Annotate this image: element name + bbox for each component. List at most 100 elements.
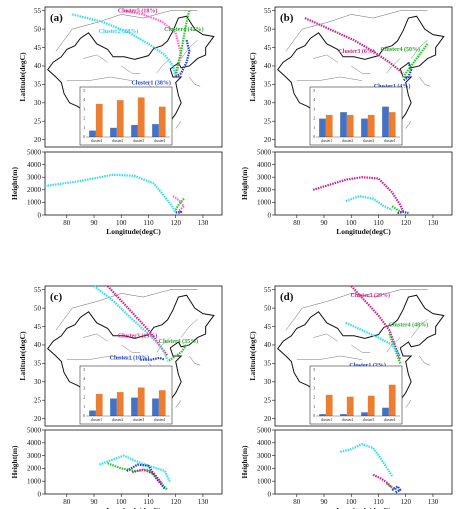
lon-tick-label: 110 bbox=[373, 498, 384, 506]
inset-category-label: cluster4 bbox=[384, 139, 396, 143]
inset-category-label: cluster4 bbox=[91, 139, 103, 143]
inset-bar-orange bbox=[367, 114, 375, 137]
lon-tick-label: 110 bbox=[143, 498, 154, 506]
inset-category-label: cluster3 bbox=[363, 139, 375, 143]
height-trajectory-line bbox=[131, 468, 163, 485]
inset-bar-blue bbox=[89, 130, 96, 137]
neighbor-border bbox=[405, 121, 411, 129]
inset-tick-label: 3 bbox=[313, 386, 315, 390]
height-trajectory-line bbox=[175, 210, 183, 215]
panel-b: 2025303540455055Latitude(degC)(b)Cluster… bbox=[240, 6, 453, 236]
province-border bbox=[351, 65, 371, 74]
inset-tick-label: 3 bbox=[313, 107, 315, 111]
lon-tick-label: 100 bbox=[116, 219, 127, 227]
lon-tick-label: 90 bbox=[91, 498, 99, 506]
height-trajectory-line bbox=[44, 173, 177, 214]
lon-tick-label: 120 bbox=[400, 219, 411, 227]
lat-tick-label: 25 bbox=[34, 397, 42, 405]
height-tick-label: 2000 bbox=[257, 465, 272, 473]
panel-c: 2025303540455055Latitude(degC)(c)Cluster… bbox=[10, 285, 223, 509]
lat-tick-label: 50 bbox=[264, 25, 272, 33]
height-trajectory-line bbox=[107, 462, 169, 491]
trajectory-line bbox=[166, 344, 188, 363]
lat-tick-label: 20 bbox=[34, 136, 42, 144]
height-tick-label: 1000 bbox=[257, 199, 272, 207]
inset-category-label: cluster1 bbox=[321, 418, 333, 422]
cluster-label: Cluster4 (48%) bbox=[389, 322, 429, 329]
lon-tick-label: 120 bbox=[170, 498, 181, 506]
province-border bbox=[180, 319, 198, 338]
trajectory-line bbox=[71, 13, 177, 78]
lat-tick-label: 55 bbox=[34, 7, 42, 15]
xlabel: Longitude(degC) bbox=[336, 506, 391, 509]
inset-category-label: cluster3 bbox=[133, 418, 145, 422]
lat-tick-label: 35 bbox=[34, 360, 42, 368]
inset-category-label: cluster1 bbox=[321, 139, 333, 143]
inset-bar-orange bbox=[116, 392, 124, 416]
panel-label: (a) bbox=[50, 12, 63, 24]
height-tick-label: 1000 bbox=[257, 478, 272, 486]
inset-tick-label: 5 bbox=[83, 368, 85, 372]
height-frame bbox=[44, 429, 223, 495]
inset-bar-blue bbox=[152, 398, 159, 416]
lat-tick-label: 30 bbox=[264, 378, 272, 386]
lat-tick-label: 20 bbox=[34, 415, 42, 423]
inset-tick-label: 4 bbox=[83, 98, 85, 102]
inset-bar-orange bbox=[137, 97, 145, 137]
cluster-label: Cluster1 (38%) bbox=[131, 79, 171, 86]
lon-tick-label: 90 bbox=[91, 219, 99, 227]
inset-bar-blue bbox=[131, 397, 138, 416]
inset-tick-label: 0 bbox=[83, 135, 85, 139]
height-tick-label: 2000 bbox=[27, 465, 42, 473]
inset-bar-blue bbox=[89, 410, 96, 416]
lon-tick-label: 100 bbox=[116, 498, 127, 506]
height-tick-label: 0 bbox=[38, 490, 42, 498]
lat-tick-label: 50 bbox=[264, 304, 272, 312]
height-tick-label: 5000 bbox=[27, 148, 42, 156]
cluster-label: Cluster5 (18%) bbox=[118, 8, 158, 15]
lat-tick-label: 20 bbox=[264, 136, 272, 144]
height-trajectory-line bbox=[99, 454, 172, 483]
lat-tick-label: 55 bbox=[264, 7, 272, 15]
inset-bar-orange bbox=[325, 114, 333, 137]
height-trajectory-line bbox=[345, 195, 393, 211]
neighbor-border bbox=[405, 400, 411, 408]
height-tick-label: 4000 bbox=[27, 439, 42, 447]
inset-tick-label: 3 bbox=[83, 386, 85, 390]
height-tick-label: 3000 bbox=[27, 174, 42, 182]
inset-tick-label: 5 bbox=[313, 368, 315, 372]
lat-tick-label: 40 bbox=[34, 62, 42, 70]
lon-tick-label: 130 bbox=[198, 219, 209, 227]
inset-bar-orange bbox=[367, 395, 375, 416]
inset-tick-label: 0 bbox=[313, 135, 315, 139]
height-ylabel: Height(m) bbox=[240, 445, 249, 478]
height-frame bbox=[274, 429, 453, 495]
inset-bar-orange bbox=[346, 114, 354, 137]
height-tick-label: 5000 bbox=[257, 426, 272, 434]
trajectory-line bbox=[123, 9, 183, 78]
neighbor-border bbox=[419, 355, 431, 366]
height-tick-label: 3000 bbox=[27, 452, 42, 460]
province-border bbox=[83, 54, 108, 63]
trajectory-line bbox=[402, 61, 413, 82]
lat-tick-label: 25 bbox=[264, 118, 272, 126]
height-tick-label: 3000 bbox=[257, 174, 272, 182]
cluster-label: Cluster2 (28%) bbox=[99, 28, 139, 35]
inset-tick-label: 1 bbox=[313, 126, 315, 130]
lat-tick-label: 40 bbox=[264, 341, 272, 349]
inset-tick-label: 5 bbox=[313, 89, 315, 93]
height-tick-label: 0 bbox=[268, 490, 272, 498]
inset-bar-orange bbox=[388, 384, 396, 416]
inset-category-label: cluster2 bbox=[342, 139, 354, 143]
province-border bbox=[121, 65, 141, 74]
province-border bbox=[66, 355, 133, 360]
height-ylabel: Height(m) bbox=[10, 167, 19, 200]
inset-tick-label: 3 bbox=[83, 107, 85, 111]
province-border bbox=[66, 76, 133, 81]
inset-tick-label: 0 bbox=[313, 414, 315, 418]
lon-tick-label: 110 bbox=[143, 219, 154, 227]
inset-bar-orange bbox=[158, 106, 166, 137]
lon-tick-label: 80 bbox=[293, 219, 301, 227]
lat-tick-label: 25 bbox=[34, 118, 42, 126]
